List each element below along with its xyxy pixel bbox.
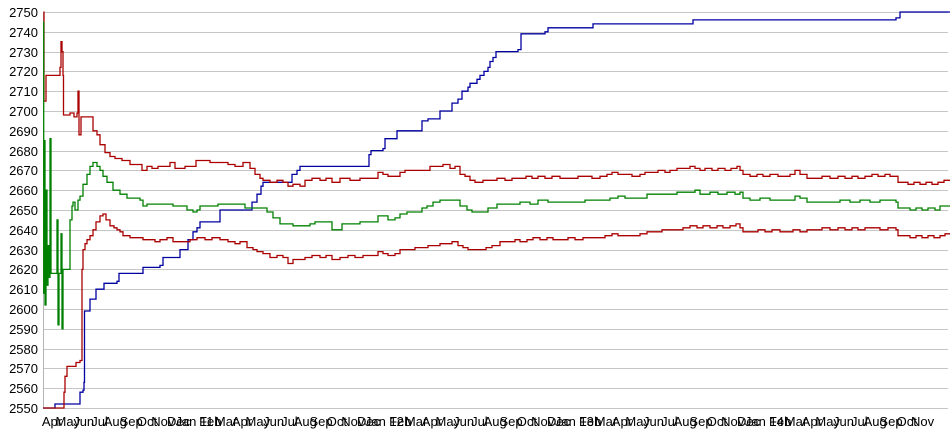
- x-tick-label: Aug: [104, 414, 127, 429]
- x-tick-label: Jun: [833, 414, 854, 429]
- x-tick-label: Sep: [500, 414, 523, 429]
- x-tick-label: Nov: [151, 414, 175, 429]
- x-tick-label: Jul: [851, 414, 868, 429]
- gridlines: [43, 12, 948, 409]
- x-tick-label: May: [625, 414, 650, 429]
- x-tick-label: Apr: [612, 414, 633, 429]
- upper-red-line: [43, 11, 950, 187]
- x-tick-label: Nov: [911, 414, 935, 429]
- x-tick-label: Jun: [73, 414, 94, 429]
- y-tick-label: 2610: [9, 282, 38, 297]
- y-tick-label: 2640: [9, 223, 38, 238]
- x-tick-label: Jun: [453, 414, 474, 429]
- y-tick-label: 2680: [9, 144, 38, 159]
- x-tick-label: Dec: [737, 414, 761, 429]
- x-tick-label: Feb: [199, 414, 221, 429]
- y-tick-label: 2630: [9, 243, 38, 258]
- x-tick-label: Jan 11: [175, 414, 213, 429]
- x-tick-label: Dec: [357, 414, 381, 429]
- x-tick-label: Jan 12: [365, 414, 404, 429]
- x-tick-label: Sep: [879, 414, 902, 429]
- x-tick-label: Nov: [721, 414, 745, 429]
- x-tick-label: Feb: [389, 414, 411, 429]
- y-tick-label: 2740: [9, 25, 38, 40]
- x-tick-label: Aug: [294, 414, 317, 429]
- x-tick-label: Dec: [547, 414, 571, 429]
- y-tick-label: 2550: [9, 401, 38, 416]
- x-tick-label: Aug: [674, 414, 697, 429]
- y-tick-label: 2650: [9, 203, 38, 218]
- x-tick-label: Oct: [517, 414, 538, 429]
- x-tick-label: Mar: [405, 414, 428, 429]
- y-tick-label: 2670: [9, 163, 38, 178]
- x-tick-label: Jul: [661, 414, 678, 429]
- lower-red-line: [43, 213, 950, 409]
- x-tick-label: Aug: [484, 414, 507, 429]
- y-tick-label: 2700: [9, 104, 38, 119]
- x-tick-label: Apr: [422, 414, 443, 429]
- x-tick-label: Oct: [327, 414, 348, 429]
- y-tick-label: 2600: [9, 302, 38, 317]
- x-tick-label: Nov: [341, 414, 365, 429]
- x-tick-label: May: [436, 414, 461, 429]
- x-tick-label: Jun: [263, 414, 284, 429]
- x-tick-label: Jan 14: [745, 414, 784, 429]
- x-tick-label: Jun: [643, 414, 664, 429]
- x-tick-label: Apr: [42, 414, 63, 429]
- x-tick-label: Mar: [785, 414, 808, 429]
- x-tick-label: Sep: [310, 414, 333, 429]
- x-tick-label: Sep: [689, 414, 712, 429]
- x-tick-label: Mar: [215, 414, 238, 429]
- x-tick-label: May: [246, 414, 271, 429]
- x-tick-label: Aug: [864, 414, 887, 429]
- y-tick-label: 2590: [9, 322, 38, 337]
- y-axis-labels: 2550 2560 2570 2580 2590 2600 2610 2620 2630 2640…: [9, 5, 38, 416]
- y-tick-label: 2720: [9, 64, 38, 79]
- x-tick-label: Apr: [802, 414, 823, 429]
- y-tick-label: 2730: [9, 45, 38, 60]
- y-tick-label: 2570: [9, 361, 38, 376]
- x-tick-label: Oct: [137, 414, 158, 429]
- x-tick-label: Jan 13: [555, 414, 594, 429]
- x-tick-label: Jul: [471, 414, 488, 429]
- y-tick-label: 2750: [9, 5, 38, 20]
- y-tick-label: 2620: [9, 262, 38, 277]
- x-tick-label: May: [815, 414, 840, 429]
- x-tick-label: Mar: [595, 414, 618, 429]
- x-tick-label: Dec: [167, 414, 191, 429]
- x-tick-label: Jul: [281, 414, 298, 429]
- y-tick-label: 2710: [9, 84, 38, 99]
- x-tick-label: Oct: [897, 414, 918, 429]
- y-tick-label: 2580: [9, 342, 38, 357]
- x-tick-label: May: [56, 414, 81, 429]
- x-tick-label: Jul: [91, 414, 108, 429]
- x-tick-label: Nov: [531, 414, 555, 429]
- y-tick-label: 2560: [9, 381, 38, 396]
- x-tick-label: Sep: [120, 414, 143, 429]
- green-line: [43, 21, 950, 330]
- x-tick-label: Apr: [232, 414, 253, 429]
- x-tick-label: Feb: [579, 414, 601, 429]
- y-tick-label: 2690: [9, 124, 38, 139]
- y-tick-label: 2660: [9, 183, 38, 198]
- x-tick-label: Oct: [707, 414, 728, 429]
- x-tick-label: Feb: [769, 414, 791, 429]
- blue-step-line: [43, 11, 950, 409]
